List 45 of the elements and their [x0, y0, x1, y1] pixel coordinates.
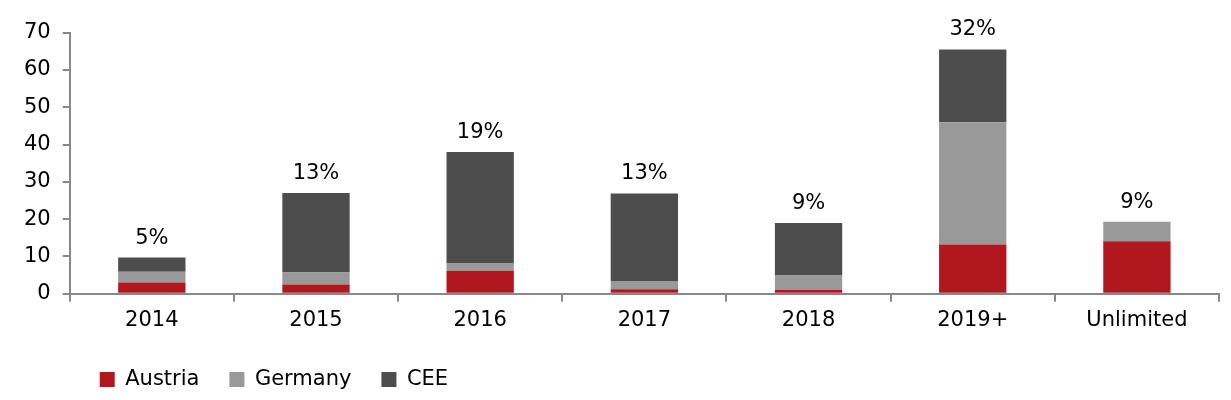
y-tick-label: 50 [23, 93, 51, 118]
x-tick-label: 2014 [125, 306, 179, 331]
x-tick-label: 2015 [289, 306, 343, 331]
y-tick-label: 60 [23, 56, 51, 81]
legend-label: Austria [125, 365, 200, 390]
bar [774, 290, 843, 293]
bar [282, 272, 350, 285]
bar [939, 49, 1007, 123]
bar [939, 244, 1007, 293]
bar [118, 257, 186, 272]
x-tick-label: 2018 [781, 306, 836, 331]
annotation: 32% [949, 16, 997, 41]
legend-label: Germany [254, 365, 352, 390]
y-tick-label: 0 [37, 280, 51, 305]
y-tick-label: 40 [23, 131, 51, 155]
y-tick-label: 30 [23, 168, 51, 193]
bar [1103, 221, 1171, 242]
bar [610, 281, 679, 290]
annotation: 9% [791, 189, 826, 214]
x-tick-label: 2019+ [937, 306, 1009, 331]
bar [118, 271, 186, 283]
x-tick-label: Unlimited [1086, 306, 1188, 331]
x-tick-label: 2016 [453, 306, 507, 331]
annotation: 13% [621, 160, 668, 185]
bar [774, 275, 843, 291]
legend-label: CEE [406, 365, 449, 390]
bar [446, 270, 514, 293]
bar [282, 193, 350, 273]
y-tick-label: 10 [23, 242, 51, 267]
annotation: 13% [292, 160, 340, 184]
annotation: 19% [456, 118, 504, 143]
annotation: 9% [1120, 188, 1154, 213]
bar [446, 152, 514, 264]
bar [774, 222, 843, 276]
x-tick-label: 2017 [617, 306, 672, 331]
y-tick-label: 70 [23, 19, 51, 44]
y-tick-label: 20 [23, 205, 51, 230]
bar [610, 193, 679, 282]
bar [446, 263, 514, 271]
bar [282, 284, 350, 293]
bar [939, 122, 1007, 245]
bar [610, 289, 679, 293]
bar [1103, 241, 1171, 293]
annotation: 5% [135, 224, 169, 249]
bar [118, 282, 186, 293]
